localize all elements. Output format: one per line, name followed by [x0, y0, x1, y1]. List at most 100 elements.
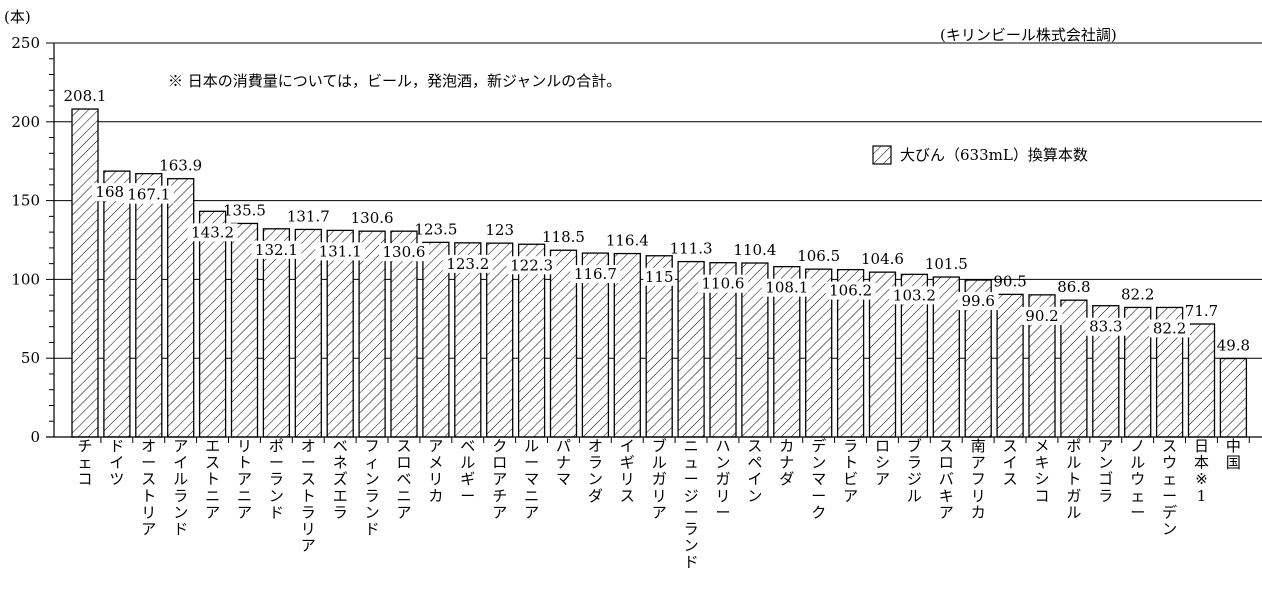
x-category-label: チェコ — [77, 437, 92, 488]
bar — [517, 243, 546, 438]
bar — [167, 178, 195, 438]
value-label: 110.4 — [733, 241, 776, 259]
value-label: 116.4 — [606, 232, 649, 250]
value-label: 90.2 — [1025, 307, 1058, 325]
value-label: 49.8 — [1217, 337, 1250, 355]
bar — [422, 241, 450, 438]
legend: 大びん（633mL）換算本数 — [872, 144, 1088, 165]
value-label-bg — [123, 185, 174, 204]
value-label: 123 — [485, 221, 514, 239]
x-category-label: ラトビア — [843, 437, 858, 505]
x-category-label: オーストラリア — [301, 437, 316, 555]
value-label: 110.6 — [702, 275, 745, 293]
bar — [71, 108, 99, 438]
bar — [486, 242, 514, 438]
value-label-bg — [643, 267, 675, 286]
bar — [581, 252, 610, 438]
value-label: 99.6 — [961, 292, 994, 310]
footnote: ※ 日本の消費量については，ビール，発泡酒，新ジャンルの合計。 — [168, 72, 622, 90]
value-label: 123.2 — [446, 255, 489, 273]
value-label-bg — [187, 223, 238, 242]
x-category-label: スウェーデン — [1162, 437, 1177, 538]
x-category-label: アメリカ — [428, 437, 443, 505]
value-label-bg — [761, 278, 812, 297]
value-label: 82.2 — [1153, 319, 1186, 337]
value-label-bg — [506, 256, 557, 275]
x-category-label: カナダ — [779, 437, 794, 488]
bar — [358, 230, 386, 438]
x-category-label: ルーマニア — [524, 437, 539, 521]
value-label: 131.7 — [287, 207, 330, 225]
value-label-bg — [825, 281, 876, 300]
y-tick-label: 50 — [21, 349, 40, 367]
value-label: 122.3 — [510, 256, 553, 274]
x-category-label: ポルトガル — [1066, 437, 1081, 521]
x-category-label: メキシコ — [1034, 437, 1049, 505]
x-category-label: イギリス — [620, 437, 635, 505]
x-category-label: ドイツ — [109, 437, 124, 488]
source-note: (キリンビール株式会社調) — [940, 26, 1117, 44]
value-label: 130.6 — [383, 243, 426, 261]
value-label-bg — [379, 243, 429, 262]
x-category-label: スイス — [1003, 437, 1018, 488]
x-category-label: ロシア — [875, 437, 890, 488]
value-label: 103.2 — [893, 286, 936, 304]
value-label: 90.5 — [993, 272, 1026, 290]
x-category-label: ベネズエラ — [333, 437, 348, 521]
bar — [454, 242, 482, 438]
value-label: 101.5 — [925, 255, 968, 273]
value-label: 163.9 — [159, 157, 202, 175]
bar — [1219, 357, 1248, 438]
value-label: 82.2 — [1121, 285, 1154, 303]
x-category-label: ポーランド — [269, 437, 284, 521]
value-label: 71.7 — [1185, 302, 1218, 320]
x-category-label: ブルガリア — [652, 437, 667, 521]
value-label: 104.6 — [861, 250, 904, 268]
x-category-label: パナマ — [556, 437, 571, 488]
value-label-bg — [698, 274, 748, 293]
value-label: 106.5 — [797, 247, 840, 265]
value-label-bg — [957, 292, 999, 311]
x-category-label: スロベニア — [396, 437, 411, 521]
x-category-label: ノルウェー — [1130, 437, 1145, 521]
x-category-label: オーストリア — [141, 437, 156, 538]
x-category-label: ブラジル — [907, 437, 922, 505]
bar — [294, 228, 322, 438]
value-label: 86.8 — [1057, 278, 1090, 296]
value-label: 83.3 — [1089, 318, 1122, 336]
value-label-bg — [889, 286, 940, 305]
value-label-bg — [251, 240, 302, 259]
value-label: 106.2 — [829, 282, 872, 300]
value-label: 116.7 — [574, 265, 617, 283]
y-tick-label: 250 — [11, 34, 40, 52]
bar — [645, 255, 673, 438]
y-tick-label: 0 — [30, 428, 40, 446]
bar — [198, 210, 227, 438]
x-category-label: 中国 — [1226, 437, 1241, 472]
value-label-bg — [442, 254, 493, 273]
x-category-label: フィンランド — [365, 437, 380, 538]
x-category-label: リトアニア — [237, 437, 252, 521]
value-label: 132.1 — [255, 241, 298, 259]
x-category-label: ハンガリー — [715, 437, 730, 521]
bar — [390, 230, 418, 438]
value-label: 118.5 — [542, 228, 585, 246]
value-label: 143.2 — [191, 223, 234, 241]
x-category-label: オランダ — [588, 437, 603, 505]
bar — [326, 229, 354, 438]
x-category-label: クロアチア — [492, 437, 507, 521]
bar — [230, 222, 259, 438]
bar — [103, 170, 131, 438]
value-label: 208.1 — [64, 87, 107, 105]
x-category-label: アイルランド — [173, 437, 188, 538]
bar — [135, 173, 163, 438]
value-label: 131.1 — [319, 242, 362, 260]
y-tick-label: 150 — [11, 192, 40, 210]
value-label-bg — [1085, 317, 1127, 336]
value-label: 111.3 — [670, 240, 713, 258]
x-category-label: デンマーク — [811, 437, 826, 521]
x-category-label: 南アフリカ — [971, 437, 986, 521]
x-category-label: 日本※ 1 — [1194, 437, 1209, 505]
value-label-bg — [1021, 306, 1063, 325]
